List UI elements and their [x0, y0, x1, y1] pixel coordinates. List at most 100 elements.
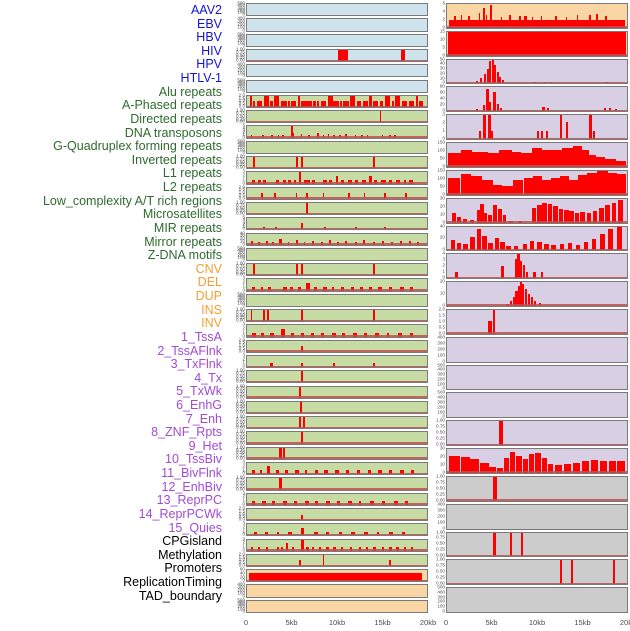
bar — [493, 92, 496, 112]
track-plot — [246, 278, 428, 292]
track-row: 0.00 0.25 0.50 0.75 1.00 — [230, 445, 428, 461]
bar — [391, 101, 394, 108]
bar — [300, 401, 303, 414]
bar — [279, 238, 282, 245]
bar — [589, 155, 597, 167]
bar — [574, 213, 580, 223]
track-bars — [247, 494, 427, 505]
bar — [355, 134, 357, 138]
bar — [409, 179, 413, 184]
track-baseline — [447, 137, 627, 140]
track-y-axis: 0 100 200 300 400 — [230, 16, 245, 32]
y-tick-label: 0 — [242, 256, 245, 262]
track-label: G-Quadruplex forming repeats — [53, 139, 222, 154]
bar — [483, 115, 486, 140]
track-plot — [246, 263, 428, 277]
bar — [389, 286, 393, 291]
bar — [575, 245, 581, 251]
y-tick-label: 1 — [242, 528, 245, 534]
x-tick-label: 20kb — [619, 618, 630, 627]
bar — [340, 101, 343, 108]
y-tick-label: 2 — [242, 279, 245, 285]
bar — [295, 193, 298, 199]
track-row: 0 100 200 300 400 500 — [430, 391, 628, 419]
bar — [299, 417, 302, 429]
bar — [592, 210, 598, 223]
bar — [405, 500, 409, 505]
track-bars — [247, 524, 427, 536]
track-label: Promoters — [164, 561, 222, 576]
y-tick-label: 400 — [437, 394, 445, 400]
track-y-axis: 0 2 4 6 — [430, 1, 445, 30]
y-tick-label: 500 — [237, 245, 245, 251]
track-baseline — [247, 120, 427, 123]
bar — [311, 241, 314, 245]
bar — [394, 134, 396, 138]
bar — [531, 17, 534, 28]
bar — [283, 447, 286, 459]
y-tick-label: 0.50 — [236, 434, 245, 440]
track-row: 0.00 0.25 0.50 0.75 1.00 — [230, 384, 428, 400]
y-tick-label: 0.50 — [236, 450, 245, 456]
bar — [483, 8, 485, 28]
bar — [409, 241, 411, 245]
bar — [301, 514, 303, 521]
y-tick-label: 400 — [237, 33, 245, 39]
y-tick-label: 300 — [237, 35, 245, 41]
bar — [493, 532, 497, 557]
bar — [597, 171, 609, 195]
track-baseline — [247, 564, 427, 567]
track-label: Alu repeats — [158, 84, 222, 99]
y-tick-label: 200 — [437, 346, 445, 352]
bar — [364, 531, 368, 536]
y-tick-label: 1.0 — [238, 557, 245, 563]
track-y-axis: 0 100 200 300 400 500 — [430, 363, 445, 392]
y-tick-label: 0.5 — [238, 345, 245, 351]
track-y-axis: 0 100 200 300 400 500 — [230, 1, 245, 17]
track-baseline — [247, 59, 427, 62]
track-y-axis: 0 100 200 300 400 — [230, 582, 245, 598]
y-tick-label: 300 — [237, 295, 245, 301]
y-tick-label: 1.00 — [236, 153, 245, 159]
y-tick-label: 0.0 — [238, 195, 245, 201]
y-tick-label: 200 — [237, 83, 245, 89]
y-tick-label: 1.00 — [436, 473, 445, 479]
y-tick-label: 0 — [242, 134, 245, 140]
y-tick-label: 2 — [442, 16, 445, 22]
bar — [319, 546, 322, 551]
bar — [569, 211, 574, 223]
y-tick-label: 0 — [242, 532, 245, 538]
bar — [577, 175, 587, 195]
bar — [589, 115, 592, 140]
track-baseline — [247, 105, 427, 108]
bar — [480, 203, 484, 223]
bar — [488, 243, 493, 251]
track-bars — [247, 386, 427, 398]
bar — [456, 216, 462, 223]
y-tick-label: 0 — [442, 358, 445, 364]
track-label: 15_Quies — [168, 520, 222, 535]
track-bars — [247, 509, 427, 521]
track-plot — [246, 416, 428, 430]
track-row: 0 10 20 30 40 50 — [430, 57, 628, 86]
bar — [410, 546, 413, 551]
y-tick-label: 300 — [237, 64, 245, 70]
bar — [322, 134, 325, 138]
y-tick-label: 100 — [437, 603, 445, 609]
bar — [492, 205, 498, 223]
track-bars — [247, 188, 427, 199]
bar — [362, 101, 368, 108]
track-row: 0 20 40 60 — [230, 567, 428, 583]
y-tick-label: 0.75 — [236, 110, 245, 116]
bar — [396, 546, 399, 551]
y-tick-label: 0.75 — [436, 423, 445, 429]
track-label: DNA transposons — [124, 125, 222, 140]
bar — [267, 286, 271, 291]
bar — [447, 152, 463, 167]
bar — [489, 60, 492, 84]
y-tick-label: 500 — [237, 597, 245, 603]
bar — [322, 179, 328, 184]
